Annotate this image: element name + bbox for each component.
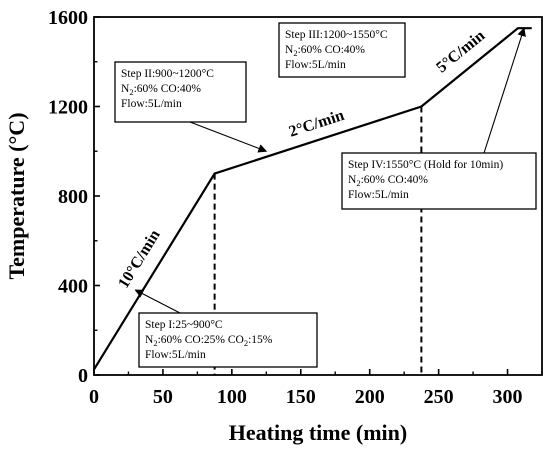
annotation-flow: Flow:5L/min <box>348 189 409 201</box>
annotation-arrow <box>134 289 181 314</box>
annotation-arrow <box>483 27 526 154</box>
annotation-gas: N2:60% CO:25% CO2:15% <box>145 334 273 348</box>
x-tick-label: 250 <box>424 386 454 408</box>
y-axis-ticks: 0 400 800 1200 1600 <box>48 7 100 387</box>
annotation-step: Step II:900~1200°C <box>121 68 214 80</box>
x-tick-label: 300 <box>493 386 523 408</box>
annotation-gas: N2:60% CO:40% <box>285 44 365 58</box>
y-tick-label: 800 <box>58 186 88 208</box>
step-annotations: Step I:25~900°CN2:60% CO:25% CO2:15%Flow… <box>114 22 537 368</box>
annotation-step: Step I:25~900°C <box>145 319 223 331</box>
annotation-frame <box>138 312 318 368</box>
step-boundary-markers <box>213 106 423 375</box>
y-tick-label: 1600 <box>48 7 88 29</box>
y-tick-label: 0 <box>78 365 88 387</box>
annotation-arrow <box>189 121 268 153</box>
heating-rate-label: 5°C/min <box>433 27 488 76</box>
step-annotation-box: Step IV:1550°C (Hold for 10min) N2:60% CO… <box>341 152 537 210</box>
x-tick-label: 100 <box>217 386 247 408</box>
annotation-gas: N2:60% CO:40% <box>121 83 201 97</box>
y-axis-title: Temperature (°C) <box>4 112 29 279</box>
x-tick-label: 0 <box>89 386 99 408</box>
annotation-frame <box>114 61 247 123</box>
x-axis-ticks: 0 50 100 150 200 250 300 <box>89 369 543 408</box>
annotation-flow: Flow:5L/min <box>121 98 182 110</box>
step-annotation-box: Step III:1200~1550°C N2:60% CO:40%Flow:5L… <box>278 22 406 78</box>
annotation-step: Step IV:1550°C (Hold for 10min) <box>348 159 503 171</box>
heating-rate-label: 2°C/min <box>287 107 347 141</box>
annotation-gas: N2:60% CO:40% <box>348 174 428 188</box>
annotation-step: Step III:1200~1550°C <box>285 29 388 41</box>
x-tick-label: 50 <box>153 386 173 408</box>
x-tick-label: 200 <box>355 386 385 408</box>
step-annotation-box: Step I:25~900°C N2:60% CO:25% CO2:15%Flow… <box>138 312 318 368</box>
y-tick-label: 1200 <box>48 97 88 119</box>
annotation-frame <box>341 152 537 210</box>
annotation-frame <box>278 22 406 78</box>
annotation-flow: Flow:5L/min <box>285 59 346 71</box>
y-tick-label: 400 <box>58 276 88 298</box>
annotation-flow: Flow:5L/min <box>145 349 206 361</box>
step-annotation-box: Step II:900~1200°C N2:60% CO:40%Flow:5L/m… <box>114 61 247 123</box>
x-tick-label: 150 <box>286 386 316 408</box>
heating-rate-label: 10°C/min <box>115 227 164 291</box>
x-axis-title: Heating time (min) <box>229 420 407 445</box>
